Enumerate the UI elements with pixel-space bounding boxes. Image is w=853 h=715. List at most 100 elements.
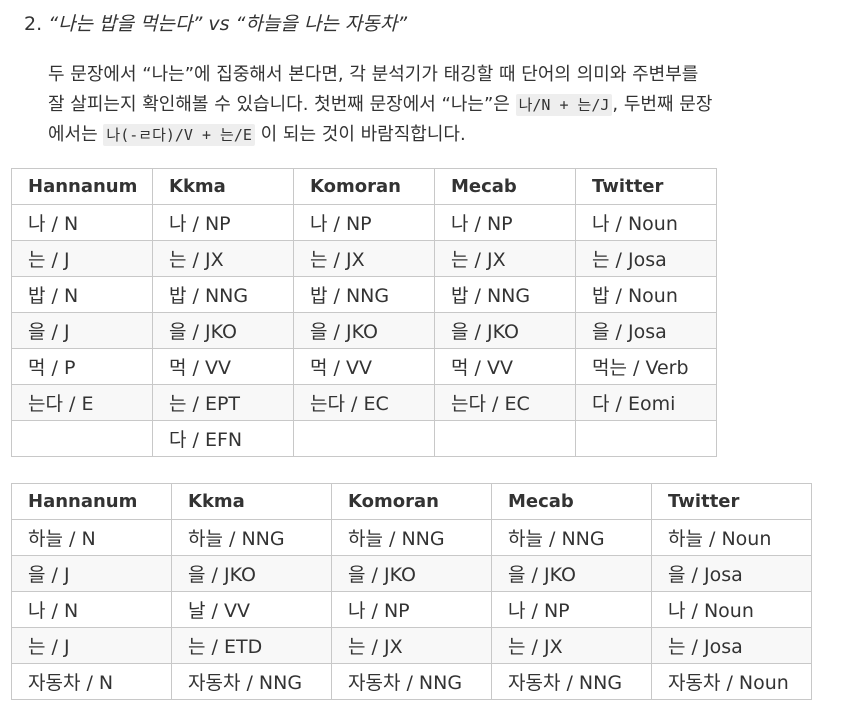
table-cell: 먹 / VV [293, 348, 435, 385]
column-header: Kkma [152, 168, 294, 205]
table-row: 밥 / N 밥 / NNG 밥 / NNG 밥 / NNG 밥 / Noun [11, 276, 717, 313]
table-cell: 나 / NP [152, 204, 294, 241]
table-cell: 는 / JX [152, 240, 294, 277]
table-cell: 자동차 / NNG [491, 663, 652, 700]
table-cell [575, 420, 717, 457]
table-cell: 을 / J [11, 312, 153, 349]
column-header: Kkma [171, 483, 332, 520]
paragraph-line-2: 잘 살피는지 확인해볼 수 있습니다. 첫번째 문장에서 “나는”은 나/N +… [48, 90, 838, 121]
table-cell: 날 / VV [171, 591, 332, 628]
table-row: 다 / EFN [11, 420, 717, 457]
paragraph-text: , 두번째 문장 [612, 93, 713, 115]
table-header-row: Hannanum Kkma Komoran Mecab Twitter [11, 168, 717, 205]
table-cell: 자동차 / Noun [651, 663, 812, 700]
table-cell: 는 / Josa [575, 240, 717, 277]
table-cell: 나 / NP [491, 591, 652, 628]
table-cell [434, 420, 576, 457]
table-cell: 나 / Noun [575, 204, 717, 241]
section-title: “나는 밥을 먹는다” vs “하늘을 나는 자동차” [48, 13, 408, 35]
table-row: 자동차 / N 자동차 / NNG 자동차 / NNG 자동차 / NNG 자동… [11, 663, 812, 700]
table-cell: 을 / J [11, 555, 172, 592]
table-cell: 는 / ETD [171, 627, 332, 664]
table-cell: 는 / EPT [152, 384, 294, 421]
column-header: Twitter [651, 483, 812, 520]
table-cell: 을 / JKO [434, 312, 576, 349]
table-cell: 나 / Noun [651, 591, 812, 628]
table-cell: 밥 / NNG [434, 276, 576, 313]
paragraph-line-1: 두 문장에서 “나는”에 집중해서 본다면, 각 분석기가 태깅할 때 단어의 … [48, 60, 838, 90]
table-row: 먹 / P 먹 / VV 먹 / VV 먹 / VV 먹는 / Verb [11, 348, 717, 385]
table-cell: 나 / N [11, 591, 172, 628]
tagger-comparison-table-1: Hannanum Kkma Komoran Mecab Twitter 나 / … [11, 168, 717, 457]
table-header-row: Hannanum Kkma Komoran Mecab Twitter [11, 483, 812, 520]
table-cell: 을 / JKO [491, 555, 652, 592]
table-row: 는 / J 는 / ETD 는 / JX 는 / JX 는 / Josa [11, 627, 812, 664]
section-heading: 2. “나는 밥을 먹는다” vs “하늘을 나는 자동차” [24, 10, 407, 38]
tagger-comparison-table-2: Hannanum Kkma Komoran Mecab Twitter 하늘 /… [11, 483, 812, 700]
paragraph-text: 이 되는 것이 바람직합니다. [254, 124, 466, 145]
table-cell: 나 / NP [293, 204, 435, 241]
table-cell: 는 / J [11, 240, 153, 277]
table-cell: 는 / J [11, 627, 172, 664]
table-cell: 먹 / P [11, 348, 153, 385]
table-cell: 나 / NP [434, 204, 576, 241]
table-cell: 을 / Josa [651, 555, 812, 592]
table-cell: 는다 / EC [293, 384, 435, 421]
table-cell: 을 / JKO [152, 312, 294, 349]
table-cell: 나 / N [11, 204, 153, 241]
table-row: 을 / J 을 / JKO 을 / JKO 을 / JKO 을 / Josa [11, 555, 812, 592]
table-cell: 을 / JKO [171, 555, 332, 592]
table-cell: 을 / JKO [293, 312, 435, 349]
table-cell [293, 420, 435, 457]
table-cell: 는 / JX [434, 240, 576, 277]
table-cell: 하늘 / NNG [491, 519, 652, 556]
description-paragraph: 두 문장에서 “나는”에 집중해서 본다면, 각 분석기가 태깅할 때 단어의 … [48, 60, 838, 151]
paragraph-text: 에서는 [48, 124, 104, 145]
table-cell: 는다 / E [11, 384, 153, 421]
column-header: Komoran [293, 168, 435, 205]
table-cell: 먹 / VV [434, 348, 576, 385]
table-cell: 을 / Josa [575, 312, 717, 349]
column-header: Mecab [491, 483, 652, 520]
table-cell: 는 / JX [491, 627, 652, 664]
table-cell: 먹는 / Verb [575, 348, 717, 385]
table-row: 나 / N 나 / NP 나 / NP 나 / NP 나 / Noun [11, 204, 717, 241]
table-row: 는 / J 는 / JX 는 / JX 는 / JX 는 / Josa [11, 240, 717, 277]
table-cell: 하늘 / N [11, 519, 172, 556]
column-header: Hannanum [11, 483, 172, 520]
table-cell: 하늘 / Noun [651, 519, 812, 556]
paragraph-text: 두 문장에서 “나는”에 집중해서 본다면, 각 분석기가 태깅할 때 단어의 … [48, 64, 699, 85]
table-cell [11, 420, 153, 457]
table-cell: 나 / NP [331, 591, 492, 628]
table-cell: 는 / JX [293, 240, 435, 277]
paragraph-line-3: 에서는 나(-ㄹ다)/V + 는/E 이 되는 것이 바람직합니다. [48, 120, 838, 151]
table-row: 하늘 / N 하늘 / NNG 하늘 / NNG 하늘 / NNG 하늘 / N… [11, 519, 812, 556]
table-cell: 는다 / EC [434, 384, 576, 421]
column-header: Komoran [331, 483, 492, 520]
table-cell: 자동차 / NNG [331, 663, 492, 700]
table-cell: 을 / JKO [331, 555, 492, 592]
table-cell: 다 / Eomi [575, 384, 717, 421]
section-number: 2. [24, 13, 43, 35]
table-cell: 하늘 / NNG [171, 519, 332, 556]
column-header: Hannanum [11, 168, 153, 205]
inline-code-second: 나(-ㄹ다)/V + 는/E [103, 124, 255, 146]
inline-code-first: 나/N + 는/J [515, 93, 613, 116]
table-cell: 밥 / N [11, 276, 153, 313]
table-row: 는다 / E 는 / EPT 는다 / EC 는다 / EC 다 / Eomi [11, 384, 717, 421]
table-cell: 다 / EFN [152, 420, 294, 457]
column-header: Twitter [575, 168, 717, 205]
table-cell: 밥 / NNG [152, 276, 294, 313]
table-cell: 먹 / VV [152, 348, 294, 385]
table-row: 나 / N 날 / VV 나 / NP 나 / NP 나 / Noun [11, 591, 812, 628]
column-header: Mecab [434, 168, 576, 205]
table-cell: 밥 / NNG [293, 276, 435, 313]
table-cell: 는 / JX [331, 627, 492, 664]
table-cell: 하늘 / NNG [331, 519, 492, 556]
table-cell: 밥 / Noun [575, 276, 717, 313]
table-cell: 자동차 / N [11, 663, 172, 700]
table-cell: 는 / Josa [651, 627, 812, 664]
paragraph-text: 잘 살피는지 확인해볼 수 있습니다. 첫번째 문장에서 “나는”은 [48, 93, 516, 115]
table-cell: 자동차 / NNG [171, 663, 332, 700]
table-row: 을 / J 을 / JKO 을 / JKO 을 / JKO 을 / Josa [11, 312, 717, 349]
